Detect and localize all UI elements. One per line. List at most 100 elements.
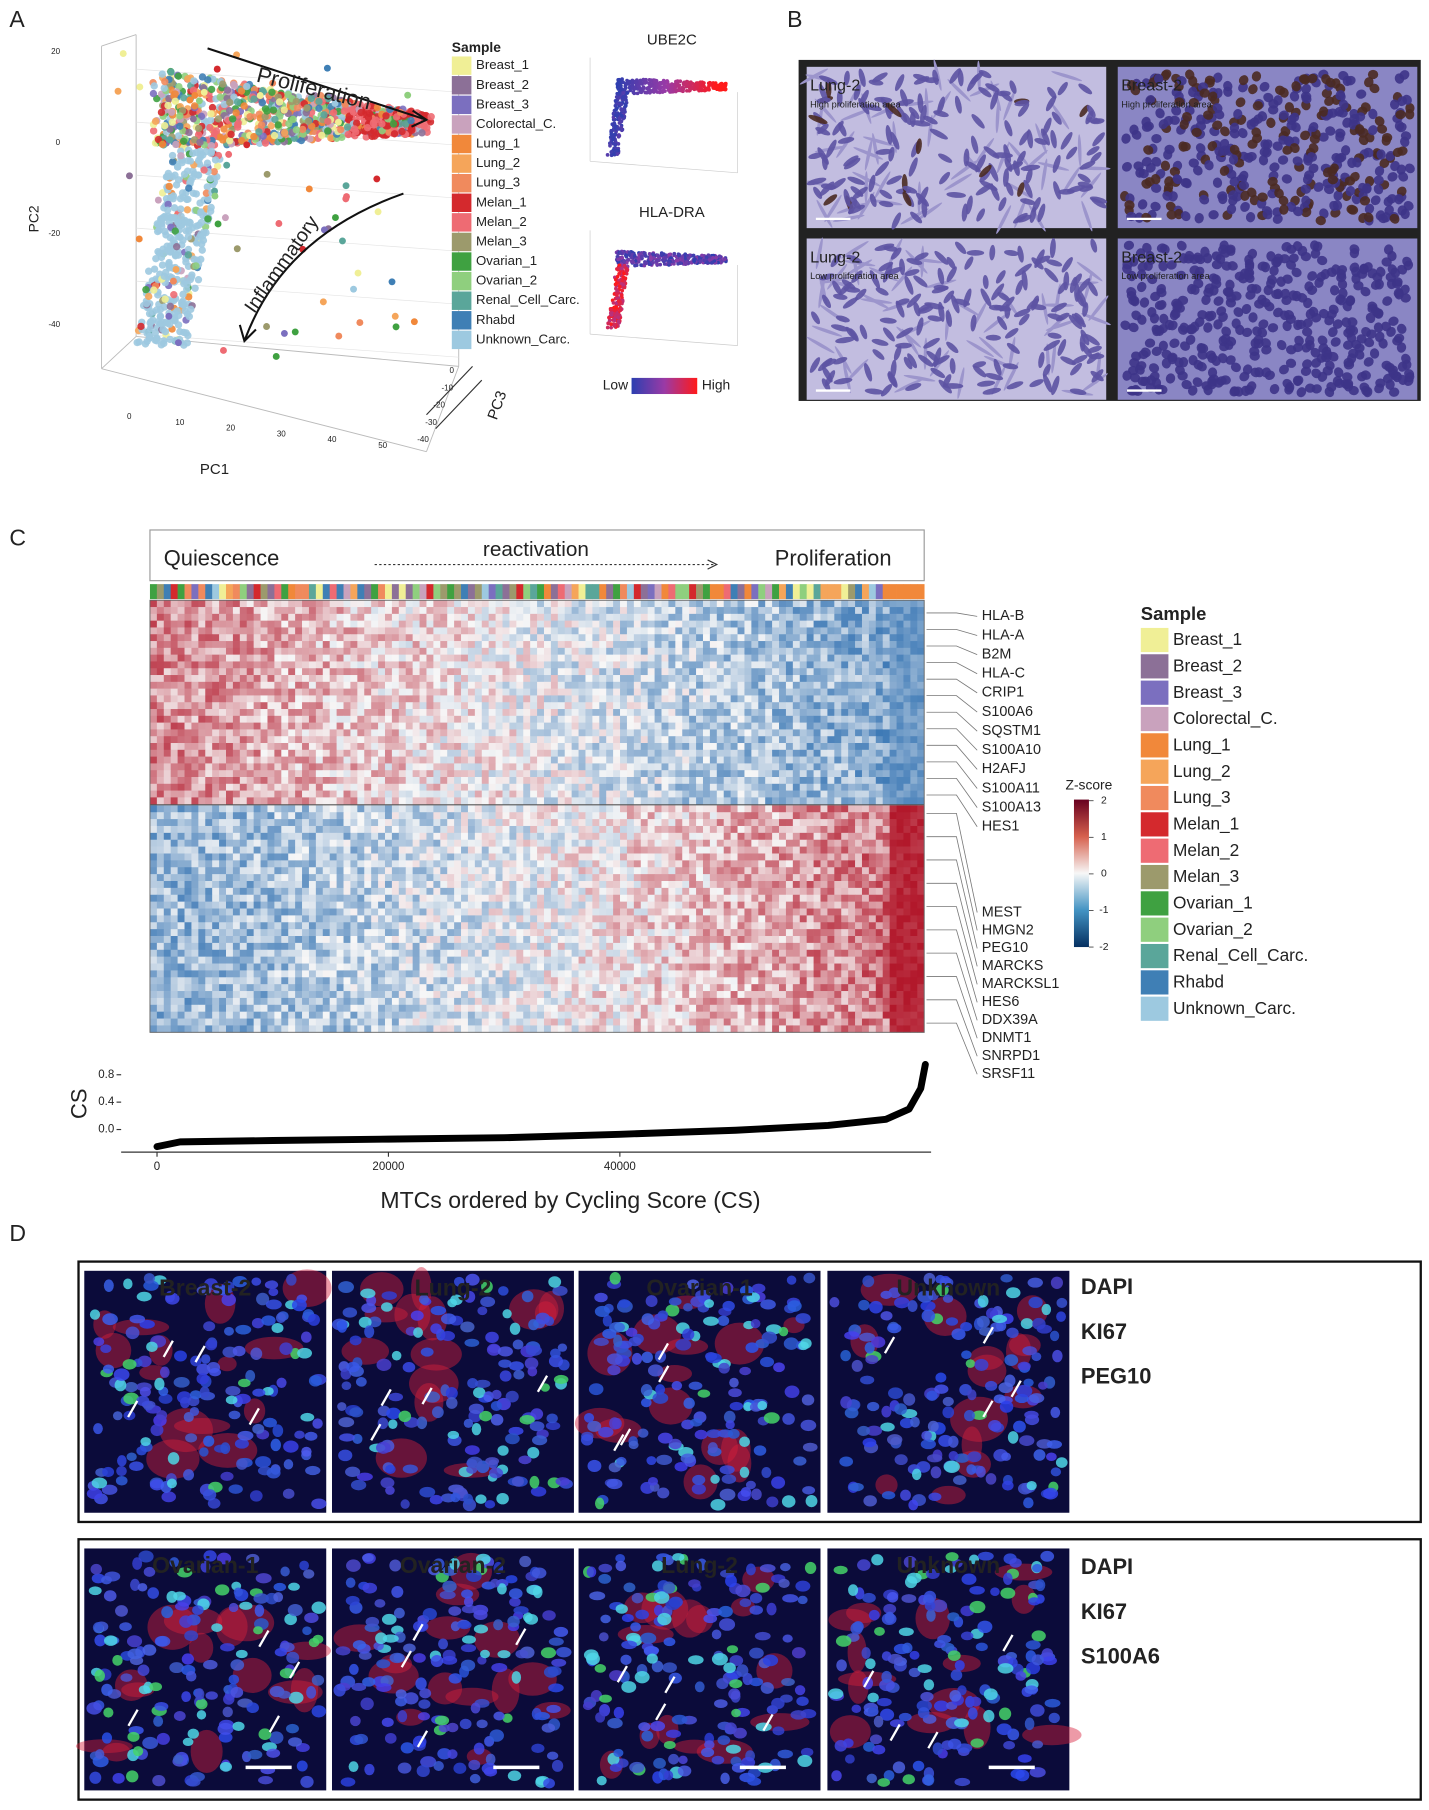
heatmap-cell — [461, 654, 469, 662]
heatmap-cell — [620, 661, 628, 669]
heatmap-cell — [592, 627, 600, 635]
heatmap-cell — [834, 641, 842, 649]
heatmap-cell — [882, 600, 890, 608]
heatmap-cell — [350, 647, 358, 655]
heatmap-cell — [156, 600, 165, 608]
heatmap-cell — [640, 647, 649, 655]
legend-label: Lung_1 — [476, 136, 520, 151]
cell-point — [152, 254, 160, 263]
cell-point — [214, 220, 222, 228]
sample-strip-cell — [295, 584, 303, 600]
legend-swatch — [451, 232, 472, 252]
sample-strip-cell — [599, 584, 607, 600]
sample-strip-cell — [281, 584, 289, 600]
heatmap-cell — [205, 634, 213, 642]
heatmap-cell — [461, 620, 469, 628]
cell-point — [289, 115, 297, 124]
heatmap-cell — [716, 620, 725, 628]
cell-point — [204, 215, 212, 223]
inset-point — [608, 142, 612, 146]
heatmap-cell — [855, 600, 863, 608]
heatmap-cell — [488, 600, 496, 608]
inset-point — [698, 86, 703, 90]
sample-strip-cell — [592, 584, 600, 600]
heatmap-cell — [917, 654, 925, 662]
heatmap-cell — [550, 654, 559, 662]
image-title: Breast-2 — [1121, 248, 1182, 266]
heatmap-cell — [592, 607, 600, 615]
heatmap-cell — [405, 661, 413, 669]
heatmap-cell — [896, 654, 904, 662]
heatmap-cell — [917, 647, 925, 655]
cell-point — [203, 159, 212, 167]
heatmap-cell — [488, 620, 496, 628]
cell-point — [214, 115, 223, 123]
sample-strip-cell — [772, 584, 780, 600]
heatmap-cell — [668, 654, 676, 662]
cell-point — [189, 173, 197, 181]
heatmap-cell — [620, 613, 628, 621]
heatmap-cell — [398, 654, 407, 662]
heatmap-cell — [578, 627, 586, 635]
heatmap-cell — [564, 634, 572, 642]
heatmap-cell — [371, 620, 379, 628]
heatmap-cell — [281, 634, 289, 642]
heatmap-cell — [440, 641, 448, 649]
inset-point — [638, 78, 643, 83]
heatmap-cell — [267, 627, 275, 635]
tick-label: -40 — [417, 435, 429, 444]
heatmap-cell — [156, 607, 165, 615]
tick-label: 20 — [51, 47, 60, 56]
heatmap-cell — [364, 661, 372, 669]
heatmap-cell — [765, 641, 773, 649]
heatmap-cell — [682, 627, 690, 635]
heatmap-cell — [599, 647, 607, 655]
cell-point — [149, 127, 158, 135]
heatmap-cell — [889, 634, 897, 642]
heatmap-cell — [149, 661, 158, 669]
heatmap-cell — [163, 634, 172, 642]
cell-point — [165, 264, 173, 272]
heatmap-cell — [260, 641, 268, 649]
cell-point — [227, 130, 235, 139]
cell-point — [204, 76, 212, 84]
heatmap-cell — [440, 634, 448, 642]
cell-point — [204, 195, 212, 203]
cell-point — [200, 166, 208, 174]
heatmap-cell — [343, 634, 351, 642]
heatmap-cell — [564, 647, 572, 655]
heatmap-cell — [633, 627, 642, 635]
heatmap-cell — [661, 634, 669, 642]
heatmap-cell — [246, 600, 254, 608]
cell-point — [172, 242, 181, 251]
heatmap-cell — [550, 600, 559, 608]
heatmap-cell — [398, 641, 407, 649]
heatmap-cell — [792, 613, 801, 621]
heatmap-cell — [191, 627, 199, 635]
heatmap-cell — [329, 661, 337, 669]
legend-swatch — [451, 95, 472, 115]
panel-label: A — [9, 6, 25, 32]
heatmap-cell — [212, 600, 220, 608]
heatmap-cell — [295, 627, 303, 635]
heatmap-cell — [523, 600, 531, 608]
heatmap-cell — [405, 641, 413, 649]
heatmap-cell — [585, 607, 593, 615]
heatmap-cell — [910, 661, 918, 669]
heatmap-cell — [737, 607, 745, 615]
heatmap-cell — [419, 661, 427, 669]
sample-strip-cell — [191, 584, 199, 600]
heatmap-cell — [295, 620, 303, 628]
heatmap-cell — [571, 661, 579, 669]
heatmap-cell — [225, 634, 234, 642]
cell-point — [382, 112, 390, 120]
heatmap-cell — [806, 627, 814, 635]
heatmap-cell — [295, 661, 303, 669]
heatmap-cell — [848, 641, 856, 649]
heatmap-cell — [537, 634, 545, 642]
inset-point — [615, 296, 619, 300]
heatmap-cell — [149, 600, 158, 608]
cell-point — [408, 126, 416, 134]
inset-point — [678, 79, 683, 84]
heatmap-cell — [350, 641, 358, 649]
